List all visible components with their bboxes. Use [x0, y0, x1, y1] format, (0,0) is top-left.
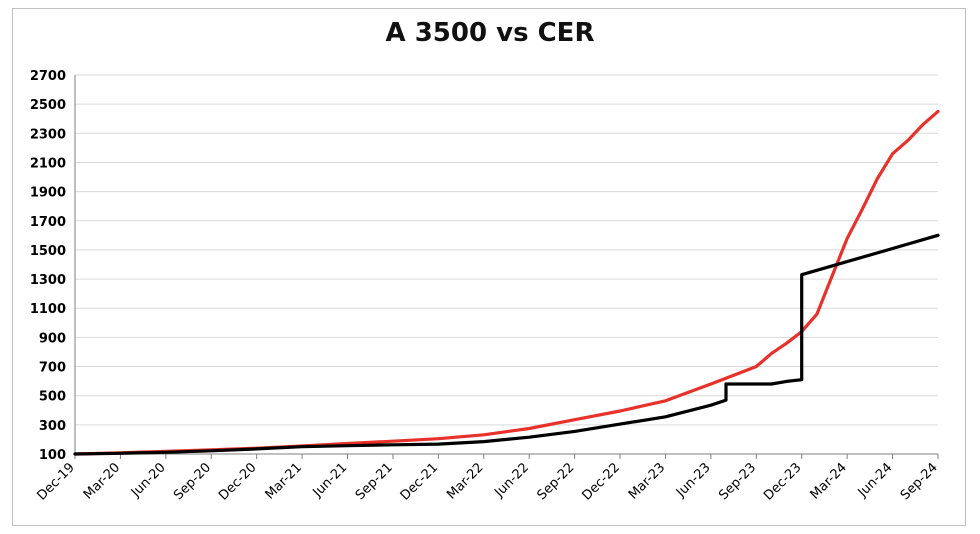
x-tick-label: Jun-24 — [855, 460, 896, 501]
x-tick-label: Dec-20 — [216, 460, 259, 503]
y-tick-label: 700 — [39, 361, 66, 376]
x-tick-label: Sep-24 — [898, 460, 941, 503]
y-tick-label: 900 — [39, 331, 66, 346]
y-tick-label: 100 — [39, 448, 66, 463]
x-tick-label: Sep-23 — [716, 460, 759, 503]
x-axis-ticks: Dec-19 Mar-20 Jun-20 Sep-20 Dec-20 Mar-21 Jun-… — [34, 460, 940, 503]
y-tick-label: 300 — [39, 419, 66, 434]
y-tick-label: 1100 — [30, 302, 66, 317]
x-tick-label: Mar-24 — [808, 460, 850, 502]
y-tick-label: 2300 — [30, 127, 66, 142]
x-tick-label: Dec-22 — [579, 460, 622, 503]
y-tick-label: 500 — [39, 390, 66, 405]
x-tick-label: Dec-21 — [398, 460, 441, 503]
x-tick-label: Dec-23 — [761, 460, 804, 503]
series-lines — [73, 109, 940, 456]
x-tick-label: Mar-23 — [626, 460, 668, 502]
x-tick-label: Jun-20 — [128, 460, 169, 501]
y-tick-label: 2500 — [30, 98, 66, 113]
y-tick-label: 1700 — [30, 215, 66, 230]
x-tick-label: Sep-20 — [171, 460, 214, 503]
y-tick-label: 2700 — [30, 69, 66, 84]
axes — [74, 75, 939, 459]
y-axis-ticks: 100 300 500 700 900 1100 1300 1500 1700 1900 2100 2… — [30, 69, 66, 463]
x-tick-label: Mar-21 — [263, 460, 305, 502]
y-tick-label: 1500 — [30, 244, 66, 259]
x-tick-label: Dec-19 — [34, 460, 77, 503]
y-tick-label: 2100 — [30, 156, 66, 171]
x-tick-label: Mar-22 — [444, 460, 486, 502]
series-line-2 — [73, 233, 940, 456]
x-tick-label: Sep-22 — [535, 460, 578, 503]
x-tick-label: Mar-20 — [81, 460, 123, 502]
x-tick-label: Jun-23 — [673, 460, 714, 501]
y-tick-label: 1900 — [30, 186, 66, 201]
chart-title: A 3500 vs CER — [385, 18, 595, 48]
y-tick-label: 1300 — [30, 273, 66, 288]
x-tick-label: Jun-21 — [310, 460, 351, 501]
x-tick-label: Sep-21 — [353, 460, 396, 503]
x-tick-label: Jun-22 — [491, 460, 532, 501]
gridlines — [75, 74, 938, 426]
